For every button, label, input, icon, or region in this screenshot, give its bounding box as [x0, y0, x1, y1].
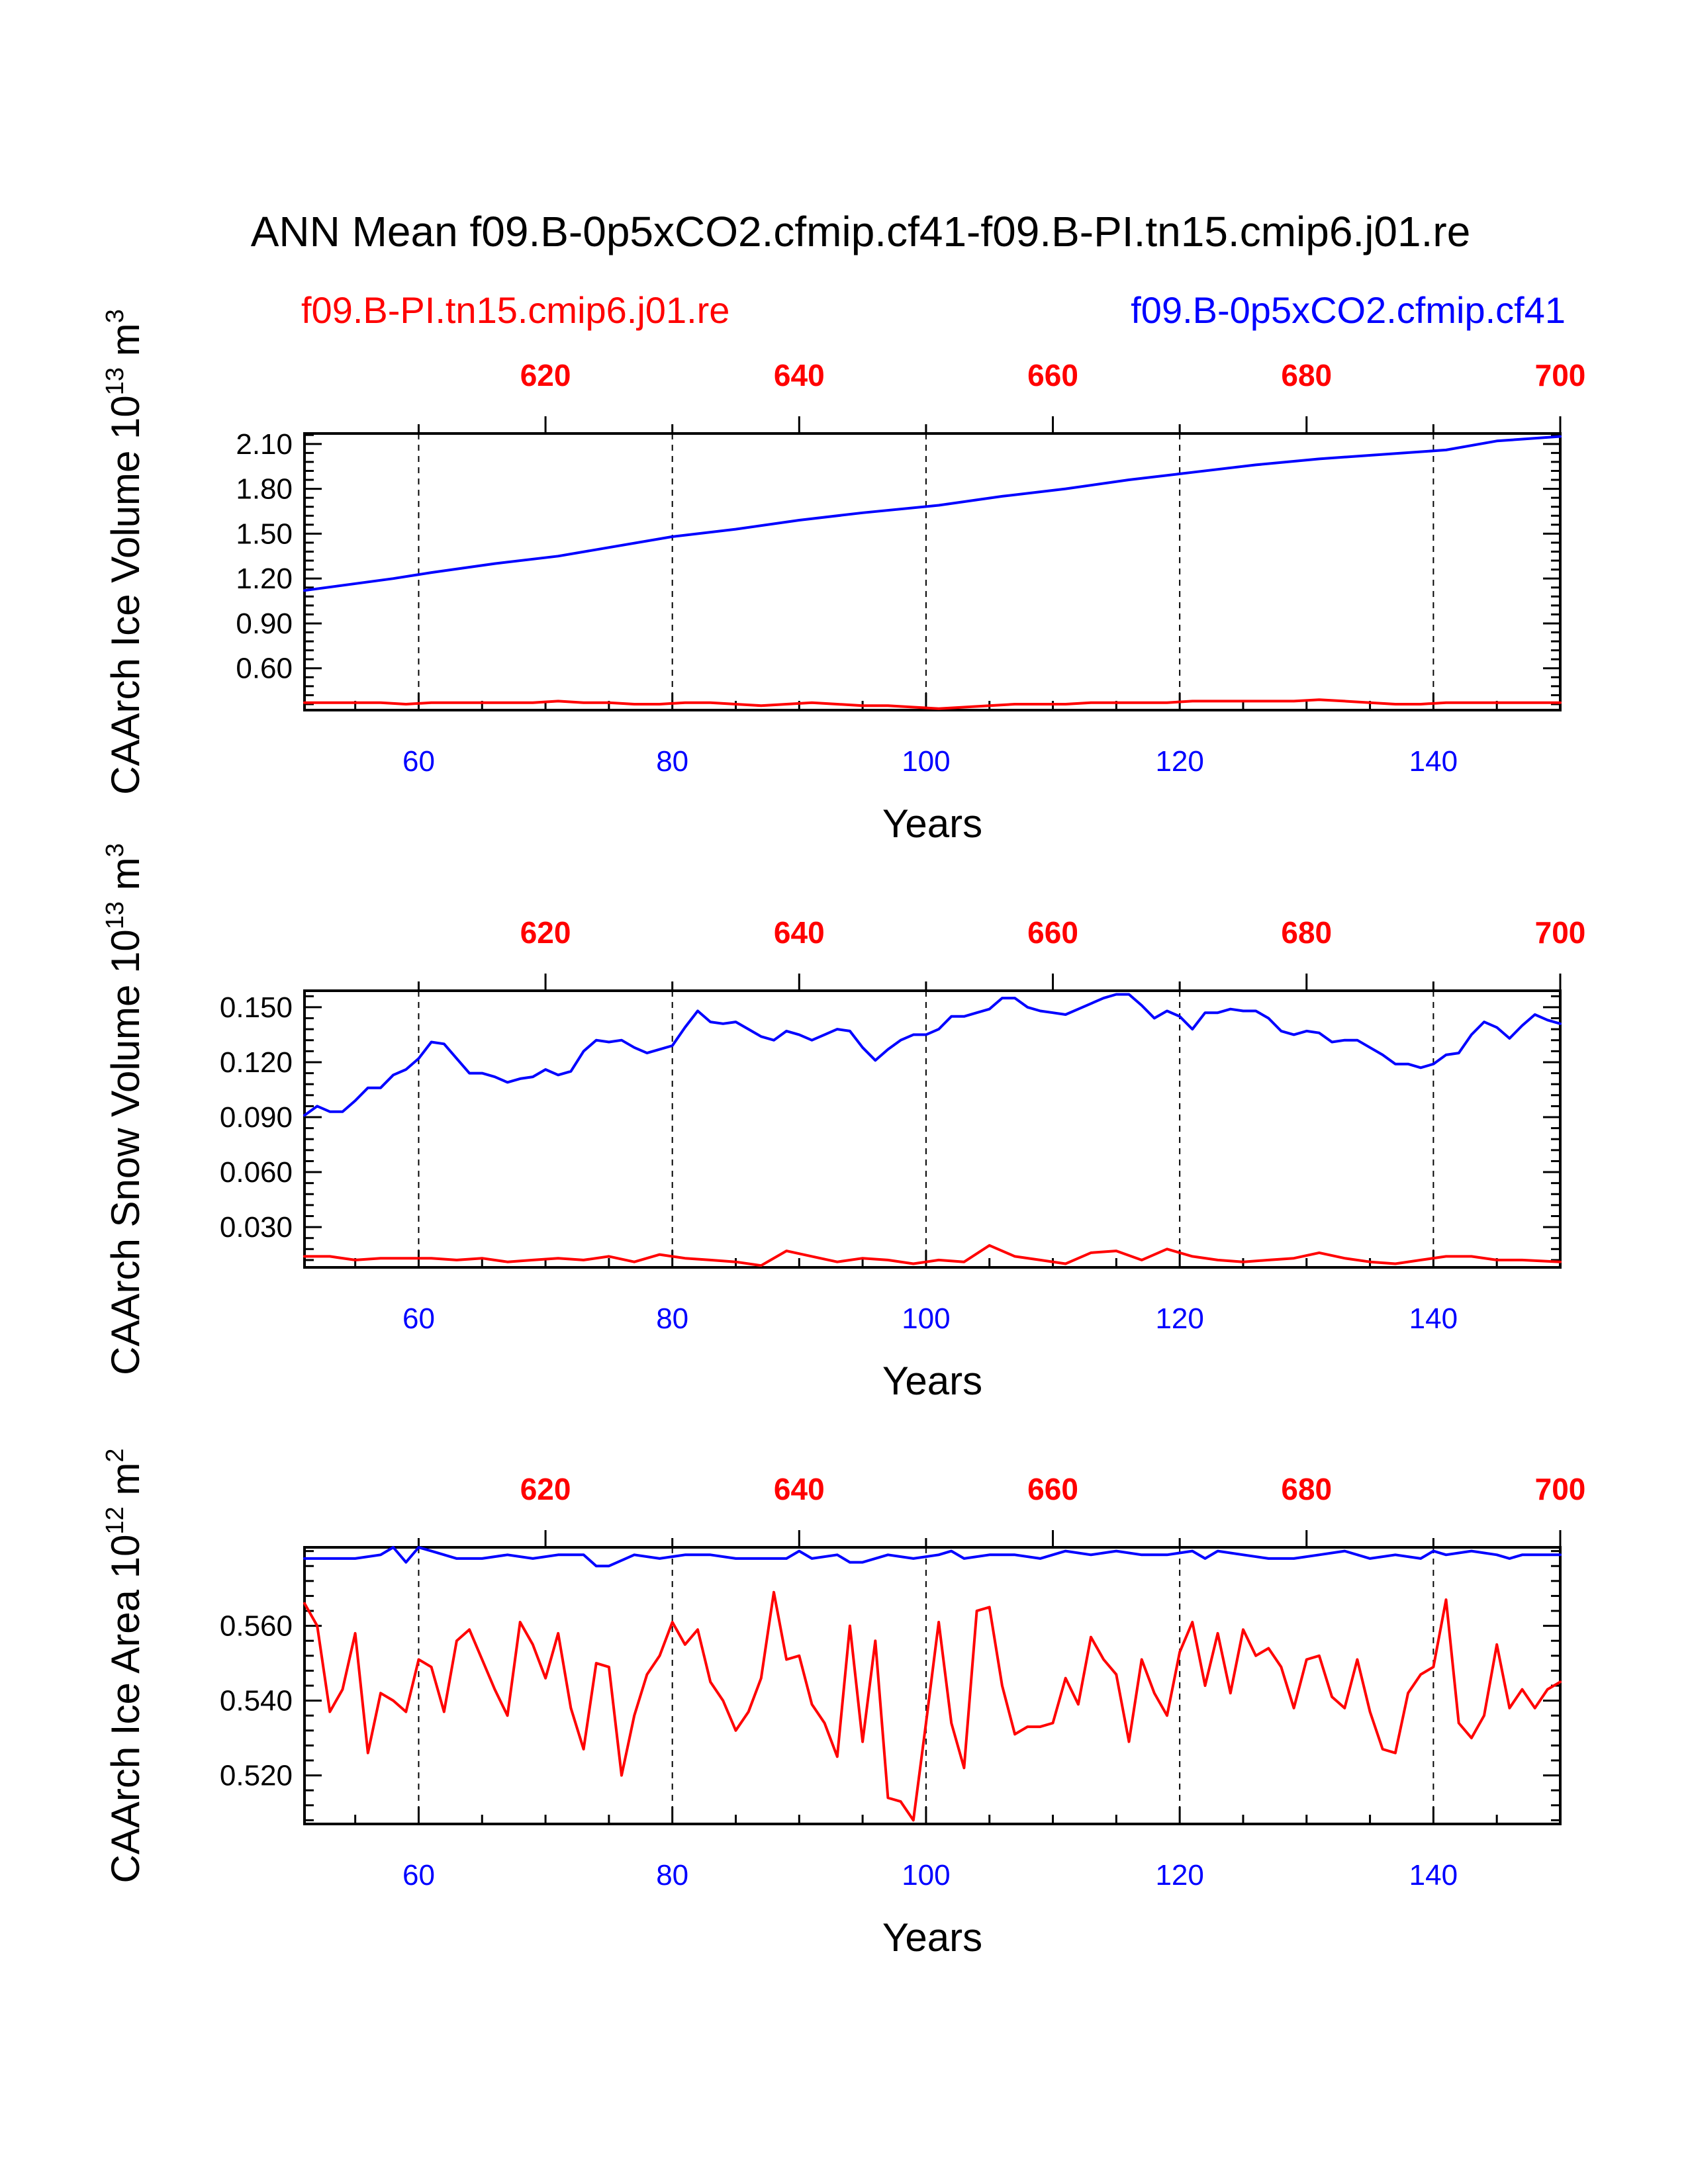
top-tick-label: 680: [1281, 915, 1332, 950]
y-axis-label-base: CAArch Ice Area 10: [103, 1535, 148, 1884]
y-axis-label-exponent: 13: [101, 367, 129, 395]
y-tick-label: 0.120: [220, 1046, 293, 1079]
top-tick-label: 680: [1281, 1472, 1332, 1506]
series-line-experiment: [303, 993, 1562, 1117]
y-axis-label: CAArch Ice Volume 1013 m3: [101, 309, 148, 795]
chart-title: ANN Mean f09.B-0p5xCO2.cfmip.cf41-f09.B-…: [251, 208, 1471, 255]
x-axis-label: Years: [882, 801, 982, 846]
y-tick-label: 0.090: [220, 1101, 293, 1134]
top-tick-label: 660: [1027, 1472, 1078, 1506]
top-tick-label: 620: [520, 358, 571, 392]
x-tick-label: 120: [1155, 1302, 1203, 1335]
x-tick-label: 80: [656, 1859, 688, 1891]
y-tick-label: 2.10: [236, 428, 293, 461]
top-tick-label: 700: [1535, 915, 1586, 950]
y-axis-label-exponent: 12: [101, 1506, 129, 1534]
series-line-experiment: [303, 1546, 1562, 1568]
y-tick-label: 0.150: [220, 991, 293, 1024]
top-tick-label: 640: [774, 358, 825, 392]
series-line-control: [303, 698, 1562, 710]
series-line-experiment: [303, 435, 1562, 592]
y-axis-label-base: CAArch Ice Volume 10: [103, 395, 148, 795]
top-tick-label: 640: [774, 1472, 825, 1506]
y-tick-label: 1.50: [236, 518, 293, 550]
top-tick-label: 700: [1535, 358, 1586, 392]
y-tick-label: 0.560: [220, 1610, 293, 1643]
x-axis-label: Years: [882, 1359, 982, 1403]
plot-frame: [303, 432, 1562, 711]
x-tick-label: 100: [902, 1859, 950, 1891]
x-axis-label: Years: [882, 1915, 982, 1960]
y-axis-label-unit: m: [103, 323, 148, 367]
y-axis-label: CAArch Ice Area 1012 m2: [101, 1448, 148, 1883]
y-tick-label: 0.60: [236, 653, 293, 685]
top-tick-label: 680: [1281, 358, 1332, 392]
series-line-control: [303, 1244, 1562, 1267]
panel-ice-volume: 60 80 100 120 140 Years 620 640 660 680 700 0.60 0.9…: [101, 309, 1585, 846]
y-tick-label: 0.540: [220, 1685, 293, 1717]
x-tick-label: 120: [1155, 1859, 1203, 1891]
x-tick-label: 100: [902, 745, 950, 778]
top-tick-label: 620: [520, 915, 571, 950]
panel-ice-area: 60 80 100 120 140 Years 620 640 660 680 700 0.520 0.…: [101, 1448, 1585, 1960]
y-tick-label: 0.90: [236, 608, 293, 640]
x-tick-label: 60: [402, 745, 435, 778]
top-tick-label: 660: [1027, 358, 1078, 392]
y-tick-label: 0.030: [220, 1211, 293, 1244]
x-tick-label: 140: [1409, 1859, 1458, 1891]
series-line-control: [303, 1590, 1562, 1822]
x-tick-label: 140: [1409, 745, 1458, 778]
x-tick-label: 60: [402, 1302, 435, 1335]
top-tick-label: 620: [520, 1472, 571, 1506]
y-axis-label-exponent: 13: [101, 901, 129, 929]
y-axis-label-unit-exponent: 2: [101, 1448, 129, 1462]
top-tick-label: 700: [1535, 1472, 1586, 1506]
y-axis-label-unit: m: [103, 857, 148, 901]
x-tick-label: 60: [402, 1859, 435, 1891]
x-tick-label: 120: [1155, 745, 1203, 778]
legend-label-experiment: f09.B-0p5xCO2.cfmip.cf41: [1131, 289, 1566, 331]
top-tick-label: 660: [1027, 915, 1078, 950]
y-axis-label-unit-exponent: 3: [101, 309, 129, 323]
y-tick-label: 1.80: [236, 473, 293, 506]
y-axis-label-unit: m: [103, 1463, 148, 1507]
top-tick-label: 640: [774, 915, 825, 950]
y-tick-label: 1.20: [236, 563, 293, 595]
x-tick-label: 140: [1409, 1302, 1458, 1335]
y-axis-label-unit-exponent: 3: [101, 843, 129, 857]
legend-label-control: f09.B-PI.tn15.cmip6.j01.re: [301, 289, 729, 331]
x-tick-label: 100: [902, 1302, 950, 1335]
y-axis-label-base: CAArch Snow Volume 10: [103, 929, 148, 1375]
panel-snow-volume: 60 80 100 120 140 Years 620 640 660 680 700 0.030 0.…: [101, 843, 1585, 1403]
y-axis-label: CAArch Snow Volume 1013 m3: [101, 843, 148, 1375]
y-tick-label: 0.520: [220, 1760, 293, 1792]
x-tick-label: 80: [656, 745, 688, 778]
y-tick-label: 0.060: [220, 1156, 293, 1189]
x-tick-label: 80: [656, 1302, 688, 1335]
